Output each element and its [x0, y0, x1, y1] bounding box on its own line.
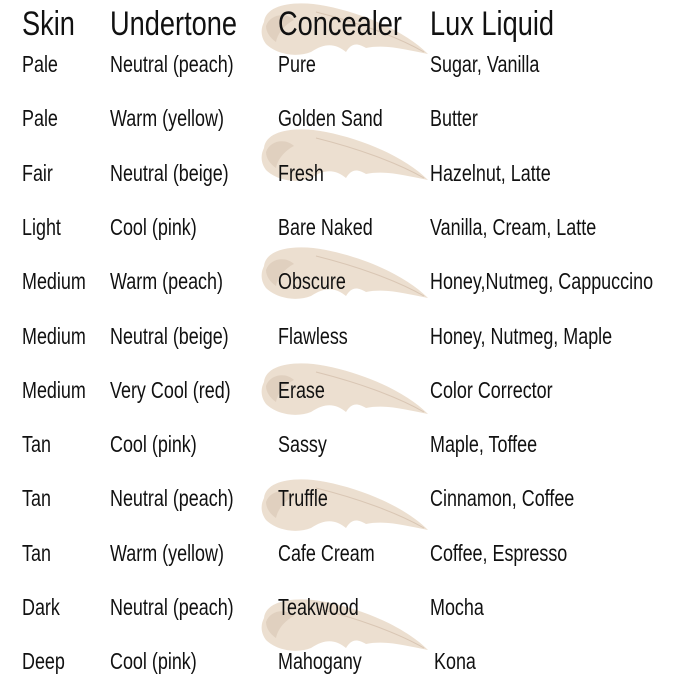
- skin-cell: Tan: [22, 431, 51, 458]
- header-lux-liquid: Lux Liquid: [430, 5, 555, 43]
- undertone-cell: Neutral (beige): [110, 159, 229, 186]
- undertone-cell: Cool (pink): [110, 648, 197, 675]
- concealer-cell: Erase: [278, 376, 325, 403]
- undertone-cell: Neutral (peach): [110, 51, 234, 77]
- concealer-cell: Teakwood: [278, 594, 359, 620]
- skin-cell: Medium: [22, 322, 86, 349]
- concealer-cell: Truffle: [278, 485, 328, 512]
- undertone-cell: Cool (pink): [110, 213, 197, 240]
- skin-cell: Pale: [22, 105, 58, 132]
- concealer-cell: Mahogany: [278, 648, 362, 675]
- concealer-cell: Sassy: [278, 431, 327, 458]
- concealer-swatch: [261, 363, 428, 415]
- header-skin: Skin: [22, 5, 75, 43]
- concealer-swatch: [261, 599, 428, 651]
- undertone-cell: Neutral (peach): [110, 485, 234, 512]
- skin-cell: Pale: [22, 51, 58, 77]
- concealer-swatch: [261, 3, 428, 55]
- skin-cell: Medium: [22, 268, 86, 295]
- lux-liquid-cell: Kona: [434, 648, 476, 675]
- concealer-swatch: [261, 247, 428, 299]
- header-concealer: Concealer: [278, 5, 402, 43]
- undertone-cell: Warm (yellow): [110, 539, 224, 566]
- concealer-cell: Golden Sand: [278, 105, 383, 132]
- concealer-cell: Obscure: [278, 268, 346, 295]
- concealer-swatch: [261, 479, 428, 531]
- concealer-cell: Bare Naked: [278, 213, 373, 240]
- skin-cell: Deep: [22, 648, 65, 675]
- lux-liquid-cell: Honey, Nutmeg, Maple: [430, 322, 613, 349]
- concealer-cell: Pure: [278, 51, 316, 77]
- undertone-cell: Neutral (peach): [110, 594, 234, 620]
- lux-liquid-cell: Color Corrector: [430, 376, 553, 403]
- lux-liquid-cell: Butter: [430, 105, 478, 132]
- undertone-cell: Warm (yellow): [110, 105, 224, 132]
- skin-cell: Tan: [22, 539, 51, 566]
- lux-liquid-cell: Sugar, Vanilla: [430, 51, 540, 77]
- lux-liquid-cell: Coffee, Espresso: [430, 539, 568, 566]
- concealer-swatch: [261, 129, 428, 181]
- lux-liquid-cell: Vanilla, Cream, Latte: [430, 213, 597, 240]
- lux-liquid-cell: Maple, Toffee: [430, 431, 538, 458]
- lux-liquid-cell: Honey,Nutmeg, Cappuccino: [430, 268, 654, 295]
- undertone-cell: Warm (peach): [110, 268, 223, 295]
- skin-cell: Medium: [22, 376, 86, 403]
- undertone-cell: Very Cool (red): [110, 376, 231, 403]
- concealer-cell: Fresh: [278, 159, 324, 186]
- concealer-cell: Flawless: [278, 322, 348, 349]
- lux-liquid-cell: Cinnamon, Coffee: [430, 485, 575, 512]
- skin-cell: Fair: [22, 159, 53, 186]
- skin-cell: Tan: [22, 485, 51, 512]
- skin-cell: Dark: [22, 594, 60, 620]
- undertone-cell: Cool (pink): [110, 431, 197, 458]
- lux-liquid-cell: Hazelnut, Latte: [430, 159, 551, 186]
- undertone-cell: Neutral (beige): [110, 322, 229, 349]
- lux-liquid-cell: Mocha: [430, 594, 484, 620]
- concealer-cell: Cafe Cream: [278, 539, 375, 566]
- header-undertone: Undertone: [110, 5, 238, 43]
- skin-cell: Light: [22, 213, 61, 240]
